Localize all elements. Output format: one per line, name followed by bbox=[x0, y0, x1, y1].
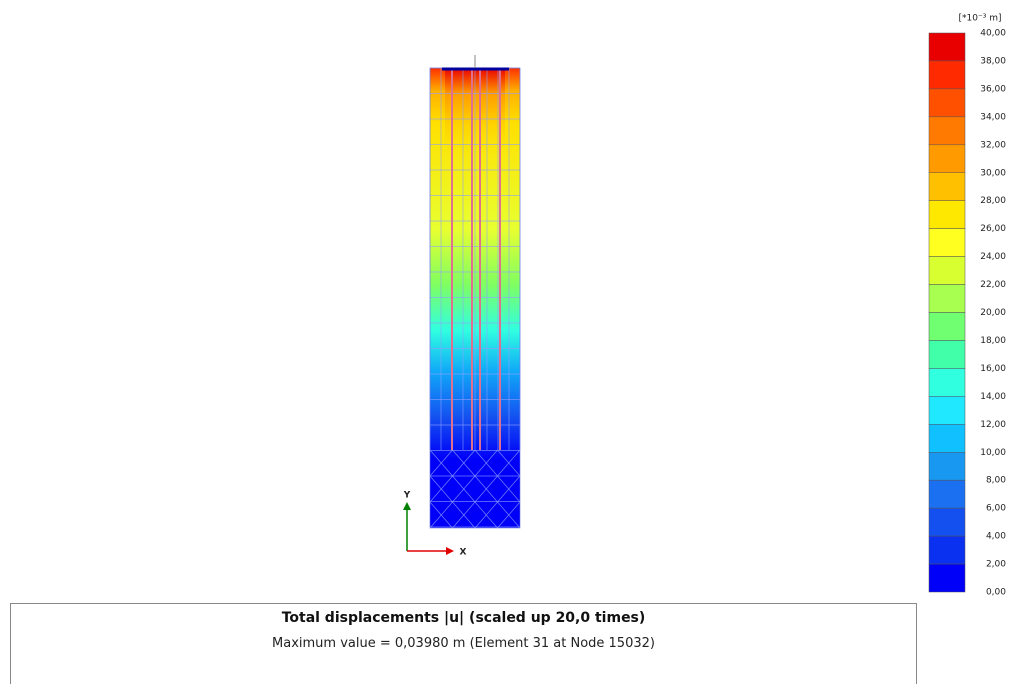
legend-label: 0,00 bbox=[986, 588, 1006, 598]
mesh-line bbox=[452, 449, 476, 477]
mesh-line bbox=[452, 501, 476, 529]
legend-band bbox=[928, 368, 966, 397]
mesh bbox=[429, 67, 521, 529]
legend-band bbox=[928, 563, 966, 593]
legend-label: 12,00 bbox=[980, 420, 1006, 430]
info-subtitle: Maximum value = 0,03980 m (Element 31 at… bbox=[272, 636, 655, 651]
legend-unit: [*10⁻³ m] bbox=[959, 14, 1002, 24]
mesh-line bbox=[429, 501, 453, 529]
y-label: Y bbox=[403, 491, 411, 501]
legend-label: 6,00 bbox=[986, 504, 1006, 514]
legend-band bbox=[928, 452, 966, 481]
legend-label: 24,00 bbox=[980, 252, 1006, 262]
legend-band bbox=[928, 507, 966, 537]
mesh-line bbox=[474, 501, 498, 529]
legend-band bbox=[928, 228, 966, 257]
mesh-line bbox=[497, 501, 521, 529]
legend-label: 28,00 bbox=[980, 196, 1006, 206]
legend-band bbox=[928, 396, 966, 425]
legend-label: 32,00 bbox=[980, 140, 1006, 150]
legend-label: 36,00 bbox=[980, 84, 1006, 94]
legend-band bbox=[928, 312, 966, 341]
legend-band bbox=[928, 479, 966, 509]
legend-band bbox=[928, 60, 966, 90]
legend-band bbox=[928, 172, 966, 201]
legend-label: 22,00 bbox=[980, 280, 1006, 290]
mesh-line bbox=[429, 475, 453, 503]
legend-label: 26,00 bbox=[980, 224, 1006, 234]
piles bbox=[451, 70, 501, 450]
legend-band bbox=[928, 144, 966, 174]
mesh-line bbox=[497, 449, 521, 477]
legend-label: 18,00 bbox=[980, 336, 1006, 346]
legend-band bbox=[928, 284, 966, 313]
legend-band bbox=[928, 424, 966, 453]
mesh-line bbox=[474, 475, 498, 503]
legend-label: 30,00 bbox=[980, 168, 1006, 178]
mesh-line bbox=[429, 449, 453, 477]
x-label: X bbox=[460, 548, 467, 558]
legend-label: 16,00 bbox=[980, 364, 1006, 374]
legend-label: 10,00 bbox=[980, 448, 1006, 458]
legend-label: 14,00 bbox=[980, 392, 1006, 402]
legend-band bbox=[928, 32, 966, 62]
info-title: Total displacements |u| (scaled up 20,0 … bbox=[281, 610, 646, 626]
info-panel: Total displacements |u| (scaled up 20,0 … bbox=[10, 603, 917, 684]
x-arrow bbox=[446, 547, 454, 555]
legend-band bbox=[928, 340, 966, 369]
y-arrow bbox=[403, 502, 411, 510]
mesh-line bbox=[497, 475, 521, 503]
mesh-line bbox=[474, 449, 498, 477]
legend-label: 38,00 bbox=[980, 56, 1006, 66]
legend-label: 20,00 bbox=[980, 308, 1006, 318]
legend-label: 8,00 bbox=[986, 476, 1006, 486]
legend-label: 40,00 bbox=[980, 29, 1006, 39]
legend-band bbox=[928, 200, 966, 229]
mesh-line bbox=[452, 475, 476, 503]
legend-band bbox=[928, 256, 966, 285]
legend-band bbox=[928, 116, 966, 146]
legend-label: 34,00 bbox=[980, 112, 1006, 122]
legend-label: 4,00 bbox=[986, 532, 1006, 542]
legend-band bbox=[928, 535, 966, 565]
legend-band bbox=[928, 88, 966, 118]
legend-label: 2,00 bbox=[986, 560, 1006, 570]
